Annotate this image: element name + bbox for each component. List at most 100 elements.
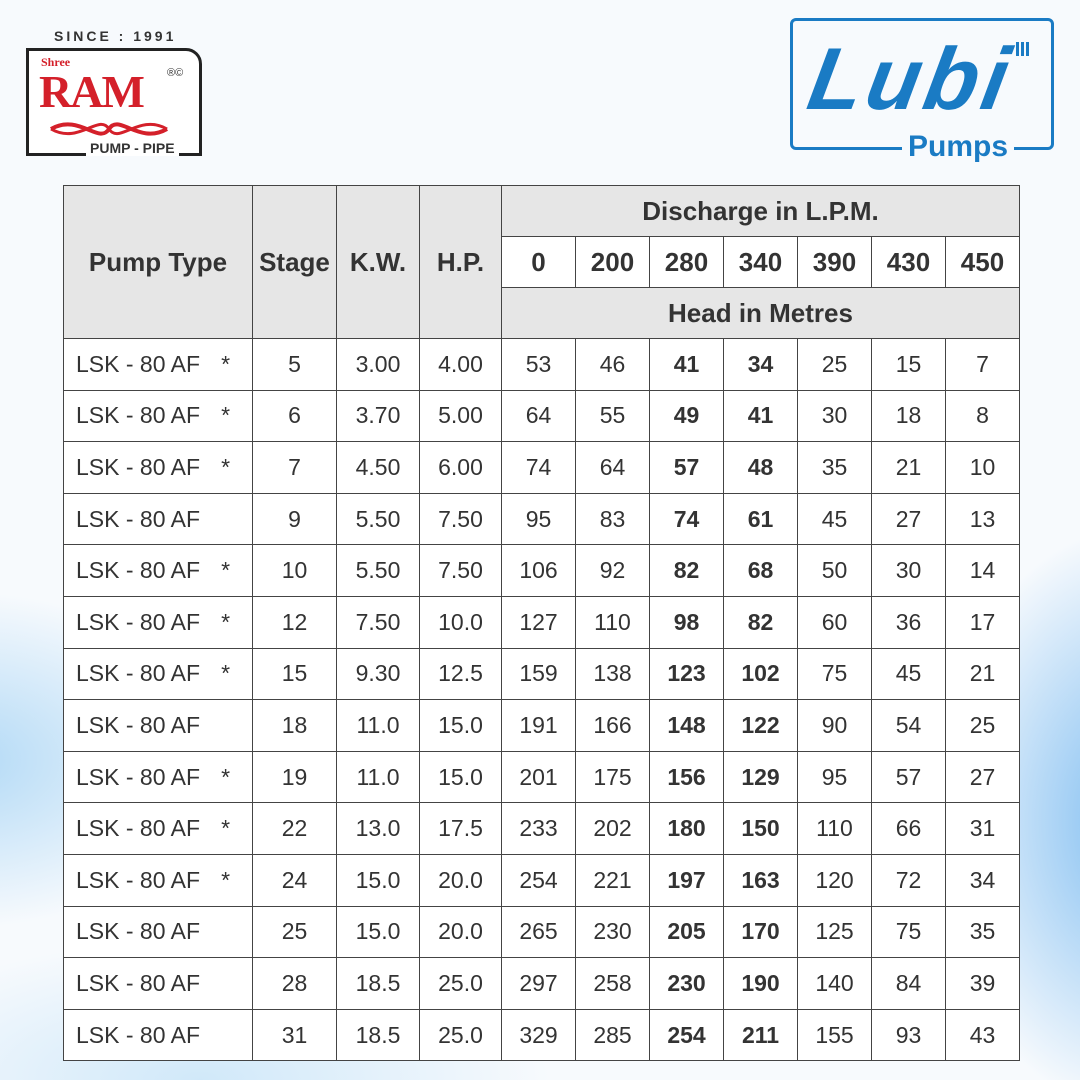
pump-type: LSK - 80 AF — [76, 918, 201, 945]
pump-type-cell: LSK - 80 AF * — [63, 595, 253, 649]
head-cell-390-lpm: 90 — [797, 699, 872, 752]
pump-type: LSK - 80 AF — [76, 969, 201, 996]
head-cell-0-lpm: 233 — [501, 802, 576, 855]
stage-cell: 19 — [252, 750, 337, 804]
head-cell-280-lpm: 148 — [649, 699, 724, 752]
table-row: LSK - 80 AF 31 18.5 25.0 329 285 254 211 155 93 43 — [63, 1008, 1020, 1062]
head-cell-450-lpm: 39 — [945, 957, 1020, 1010]
pump-type: LSK - 80 AF — [76, 350, 201, 377]
registered-copyright-marks: ®© — [167, 67, 184, 79]
kw-cell: 13.0 — [336, 802, 420, 855]
table-row: LSK - 80 AF 25 15.0 20.0 265 230 205 170 125 75 35 — [63, 905, 1020, 959]
pump-type-cell: LSK - 80 AF * — [63, 338, 253, 391]
header-hp: H.P. — [419, 185, 502, 339]
head-cell-0-lpm: 265 — [501, 905, 576, 959]
stage-cell: 9 — [252, 492, 337, 546]
head-cell-390-lpm: 75 — [797, 647, 872, 701]
head-cell-280-lpm: 230 — [649, 957, 724, 1010]
hp-cell: 7.50 — [419, 492, 502, 546]
head-cell-390-lpm: 110 — [797, 802, 872, 855]
head-cell-280-lpm: 123 — [649, 647, 724, 701]
head-cell-450-lpm: 10 — [945, 441, 1020, 494]
head-cell-200-lpm: 55 — [575, 389, 650, 443]
hp-cell: 12.5 — [419, 647, 502, 701]
stage-cell: 15 — [252, 647, 337, 701]
head-cell-430-lpm: 36 — [871, 595, 946, 649]
pump-mark: * — [221, 815, 231, 842]
table-row: LSK - 80 AF * 19 11.0 15.0 201 175 156 129 95 57 27 — [63, 750, 1020, 804]
kw-cell: 3.70 — [336, 389, 420, 443]
stage-cell: 28 — [252, 957, 337, 1010]
pump-type: LSK - 80 AF — [76, 505, 201, 532]
head-cell-200-lpm: 221 — [575, 853, 650, 907]
head-cell-430-lpm: 18 — [871, 389, 946, 443]
kw-cell: 15.0 — [336, 853, 420, 907]
discharge-value-280: 280 — [649, 236, 724, 288]
head-cell-430-lpm: 66 — [871, 802, 946, 855]
pump-type: LSK - 80 AF — [76, 557, 201, 584]
table-row: LSK - 80 AF * 12 7.50 10.0 127 110 98 82 60 36 17 — [63, 595, 1020, 649]
table-row: LSK - 80 AF * 7 4.50 6.00 74 64 57 48 35 21 10 — [63, 441, 1020, 494]
since-text: SINCE : 1991 — [54, 28, 177, 44]
head-cell-0-lpm: 64 — [501, 389, 576, 443]
head-cell-340-lpm: 82 — [723, 595, 798, 649]
head-cell-280-lpm: 205 — [649, 905, 724, 959]
table-row: LSK - 80 AF * 24 15.0 20.0 254 221 197 163 120 72 3… — [63, 853, 1020, 907]
head-cell-280-lpm: 156 — [649, 750, 724, 804]
head-cell-390-lpm: 30 — [797, 389, 872, 443]
head-cell-0-lpm: 191 — [501, 699, 576, 752]
head-cell-430-lpm: 45 — [871, 647, 946, 701]
kw-cell: 5.50 — [336, 492, 420, 546]
pump-mark: * — [221, 350, 231, 377]
head-cell-340-lpm: 41 — [723, 389, 798, 443]
head-cell-430-lpm: 15 — [871, 338, 946, 391]
head-cell-450-lpm: 21 — [945, 647, 1020, 701]
stage-cell: 10 — [252, 544, 337, 597]
head-cell-340-lpm: 170 — [723, 905, 798, 959]
head-cell-0-lpm: 254 — [501, 853, 576, 907]
head-cell-200-lpm: 230 — [575, 905, 650, 959]
head-cell-0-lpm: 95 — [501, 492, 576, 546]
kw-cell: 3.00 — [336, 338, 420, 391]
head-cell-390-lpm: 95 — [797, 750, 872, 804]
pump-mark: * — [221, 402, 231, 429]
head-cell-200-lpm: 92 — [575, 544, 650, 597]
head-cell-450-lpm: 27 — [945, 750, 1020, 804]
pump-mark: * — [221, 866, 231, 893]
head-cell-450-lpm: 17 — [945, 595, 1020, 649]
head-cell-450-lpm: 13 — [945, 492, 1020, 546]
pump-mark: * — [221, 608, 231, 635]
hp-cell: 15.0 — [419, 750, 502, 804]
head-cell-200-lpm: 138 — [575, 647, 650, 701]
discharge-value-340: 340 — [723, 236, 798, 288]
head-cell-200-lpm: 110 — [575, 595, 650, 649]
stage-cell: 24 — [252, 853, 337, 907]
pump-mark: * — [221, 763, 231, 790]
head-cell-280-lpm: 197 — [649, 853, 724, 907]
pump-type-cell: LSK - 80 AF — [63, 699, 253, 752]
ram-wordmark: RAM — [39, 66, 145, 117]
head-cell-340-lpm: 34 — [723, 338, 798, 391]
head-cell-200-lpm: 202 — [575, 802, 650, 855]
head-cell-340-lpm: 48 — [723, 441, 798, 494]
head-cell-430-lpm: 57 — [871, 750, 946, 804]
swirl-ornament-icon — [50, 122, 168, 136]
head-cell-0-lpm: 106 — [501, 544, 576, 597]
head-cell-340-lpm: 102 — [723, 647, 798, 701]
head-cell-200-lpm: 46 — [575, 338, 650, 391]
head-cell-280-lpm: 41 — [649, 338, 724, 391]
head-cell-430-lpm: 30 — [871, 544, 946, 597]
shree-ram-logo: SINCE : 1991 Shree RAM ®© PUMP - PIPE — [26, 28, 206, 158]
stage-cell: 7 — [252, 441, 337, 494]
hp-cell: 17.5 — [419, 802, 502, 855]
kw-cell: 5.50 — [336, 544, 420, 597]
pump-type: LSK - 80 AF — [76, 866, 201, 893]
head-cell-280-lpm: 254 — [649, 1008, 724, 1062]
head-cell-200-lpm: 83 — [575, 492, 650, 546]
table-header: Pump Type Stage K.W. H.P. Discharge in L… — [63, 185, 1020, 339]
pump-type: LSK - 80 AF — [76, 815, 201, 842]
head-cell-450-lpm: 7 — [945, 338, 1020, 391]
head-cell-450-lpm: 31 — [945, 802, 1020, 855]
hp-cell: 5.00 — [419, 389, 502, 443]
hp-cell: 15.0 — [419, 699, 502, 752]
